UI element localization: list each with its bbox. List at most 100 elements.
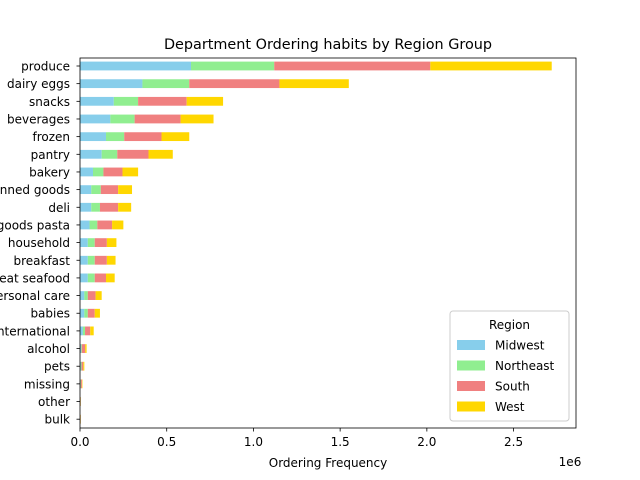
bar-west-8 — [118, 203, 131, 212]
bar-south-15 — [85, 327, 90, 336]
y-tick-label: dry goods pasta — [0, 218, 70, 232]
y-tick-label: dairy eggs — [7, 77, 70, 91]
legend-label-northeast: Northeast — [495, 359, 555, 373]
bar-south-12 — [95, 274, 106, 283]
legend-swatch-northeast — [457, 361, 485, 371]
y-tick-label: produce — [21, 60, 70, 74]
bar-northeast-10 — [88, 238, 95, 247]
bar-south-7 — [101, 185, 118, 194]
bar-south-4 — [124, 132, 161, 141]
y-tick-label: deli — [48, 201, 70, 215]
y-tick-label: beverages — [7, 112, 70, 126]
bar-south-1 — [189, 79, 279, 88]
x-tick-label: 0.5 — [157, 435, 176, 449]
bar-west-6 — [122, 168, 138, 177]
y-axis: producedairy eggssnacksbeveragesfrozenpa… — [0, 60, 80, 427]
bar-northeast-1 — [142, 79, 189, 88]
bar-northeast-8 — [91, 203, 100, 212]
bar-west-10 — [107, 238, 117, 247]
bar-midwest-5 — [80, 150, 102, 159]
bar-west-16 — [85, 344, 86, 353]
y-tick-label: pets — [44, 360, 70, 374]
bar-west-13 — [96, 291, 102, 300]
y-tick-label: pantry — [31, 148, 70, 162]
bar-west-12 — [106, 274, 115, 283]
bar-midwest-7 — [80, 185, 91, 194]
bar-west-11 — [107, 256, 116, 265]
y-tick-label: frozen — [32, 130, 70, 144]
bar-midwest-14 — [80, 309, 84, 318]
bar-midwest-6 — [80, 168, 93, 177]
bar-west-3 — [181, 115, 214, 124]
bar-south-9 — [97, 221, 112, 230]
bar-midwest-13 — [80, 291, 84, 300]
bar-midwest-11 — [80, 256, 88, 265]
x-axis: 0.0 0.5 1.0 1.5 2.0 2.5 — [70, 428, 523, 449]
bar-northeast-3 — [110, 115, 134, 124]
bar-south-13 — [88, 291, 96, 300]
bar-midwest-12 — [80, 274, 88, 283]
bar-midwest-1 — [80, 79, 142, 88]
bar-south-0 — [274, 62, 430, 71]
bar-northeast-0 — [191, 62, 274, 71]
bar-midwest-10 — [80, 238, 88, 247]
bar-northeast-17 — [81, 362, 82, 371]
bar-midwest-15 — [80, 327, 83, 336]
y-tick-label: bakery — [29, 165, 70, 179]
x-tick-label: 2.0 — [417, 435, 436, 449]
bar-northeast-4 — [106, 132, 124, 141]
bar-northeast-5 — [102, 150, 118, 159]
y-tick-label: babies — [30, 307, 70, 321]
bar-northeast-11 — [88, 256, 95, 265]
legend-title: Region — [489, 318, 530, 332]
bar-northeast-6 — [93, 168, 103, 177]
legend: Region Midwest Northeast South West — [450, 311, 569, 421]
bar-south-8 — [100, 203, 118, 212]
bar-west-15 — [90, 327, 93, 336]
bar-west-17 — [83, 362, 84, 371]
bar-northeast-12 — [88, 274, 95, 283]
bar-northeast-14 — [84, 309, 87, 318]
y-tick-label: personal care — [0, 289, 70, 303]
bar-west-18 — [82, 379, 83, 388]
bar-west-4 — [162, 132, 190, 141]
chart-title: Department Ordering habits by Region Gro… — [164, 37, 492, 53]
x-tick-label: 1.0 — [244, 435, 263, 449]
bar-midwest-0 — [80, 62, 191, 71]
bar-south-6 — [103, 168, 122, 177]
bar-south-3 — [135, 115, 181, 124]
bar-south-14 — [88, 309, 95, 318]
bar-midwest-3 — [80, 115, 110, 124]
bar-south-10 — [95, 238, 107, 247]
bar-northeast-9 — [90, 221, 98, 230]
x-axis-label: Ordering Frequency — [269, 456, 387, 470]
bar-south-5 — [117, 150, 148, 159]
bar-south-16 — [82, 344, 85, 353]
y-tick-label: missing — [24, 377, 70, 391]
bar-west-2 — [187, 97, 223, 106]
legend-label-south: South — [495, 380, 530, 394]
bar-south-18 — [81, 379, 82, 388]
bar-northeast-2 — [114, 97, 138, 106]
bar-midwest-2 — [80, 97, 114, 106]
x-tick-label: 1.5 — [331, 435, 350, 449]
bar-west-1 — [279, 79, 348, 88]
y-tick-label: canned goods — [0, 183, 70, 197]
legend-label-west: West — [495, 400, 525, 414]
legend-swatch-south — [457, 381, 485, 391]
legend-label-midwest: Midwest — [495, 339, 545, 353]
bar-south-17 — [82, 362, 84, 371]
bar-west-9 — [112, 221, 123, 230]
bar-northeast-15 — [83, 327, 85, 336]
legend-swatch-midwest — [457, 340, 485, 350]
y-tick-label: international — [0, 324, 70, 338]
bar-midwest-8 — [80, 203, 91, 212]
bar-west-5 — [149, 150, 173, 159]
y-tick-label: bulk — [44, 413, 70, 427]
bar-northeast-16 — [81, 344, 82, 353]
bar-northeast-7 — [91, 185, 101, 194]
legend-swatch-west — [457, 402, 485, 412]
bar-west-14 — [95, 309, 100, 318]
x-tick-label: 0.0 — [70, 435, 89, 449]
